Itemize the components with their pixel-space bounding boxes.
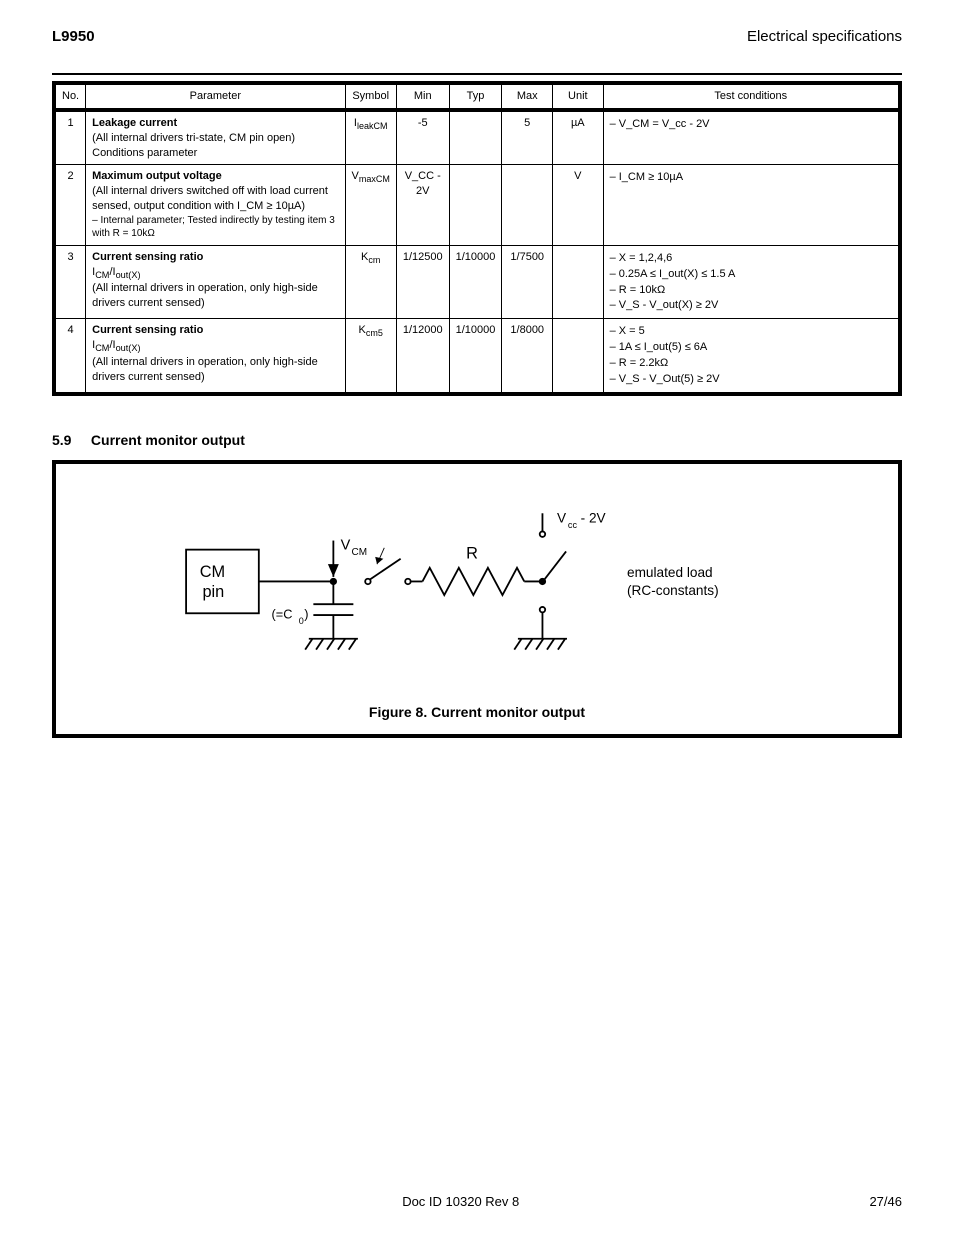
cell-parameter: Current sensing ratioICM/Iout(X)(All int… xyxy=(86,319,345,394)
page-footer: Doc ID 10320 Rev 8 27/46 xyxy=(52,1194,902,1209)
th-symbol: Symbol xyxy=(345,83,396,110)
doc-code: L9950 xyxy=(52,28,95,45)
cell-no: 2 xyxy=(54,165,86,246)
svg-text:0: 0 xyxy=(299,616,304,626)
cell-max: 1/8000 xyxy=(502,319,553,394)
header-right: Electrical specifications xyxy=(747,28,902,45)
cell-symbol: VmaxCM xyxy=(345,165,396,246)
cell-parameter: Leakage current(All internal drivers tri… xyxy=(86,110,345,165)
cell-unit: V xyxy=(553,165,603,246)
section-title: Current monitor output xyxy=(91,432,245,448)
svg-text:- 2V: - 2V xyxy=(581,510,607,525)
cell-typ xyxy=(449,110,502,165)
cell-symbol: IleakCM xyxy=(345,110,396,165)
svg-text:V: V xyxy=(557,510,567,525)
cell-symbol: Kcm xyxy=(345,245,396,318)
cell-min: 1/12500 xyxy=(396,245,449,318)
cell-min: V_CC - 2V xyxy=(396,165,449,246)
circuit-diagram: CM pin V CM (=C 0 ) xyxy=(97,486,857,686)
svg-text:emulated load: emulated load xyxy=(627,565,713,580)
th-min: Min xyxy=(396,83,449,110)
table-header-row: No. Parameter Symbol Min Typ Max Unit Te… xyxy=(54,83,900,110)
figure-box: CM pin V CM (=C 0 ) xyxy=(52,460,902,738)
cell-max xyxy=(502,165,553,246)
svg-text:cc: cc xyxy=(568,519,578,529)
header-rule xyxy=(52,73,902,75)
table-row: 3Current sensing ratioICM/Iout(X)(All in… xyxy=(54,245,900,318)
svg-text:R: R xyxy=(466,544,478,562)
svg-text:(=C: (=C xyxy=(272,606,293,621)
cell-typ: 1/10000 xyxy=(449,245,502,318)
th-conditions: Test conditions xyxy=(603,83,900,110)
svg-text:V: V xyxy=(341,537,351,553)
svg-text:): ) xyxy=(304,606,308,621)
cell-unit xyxy=(553,319,603,394)
cell-max: 1/7500 xyxy=(502,245,553,318)
table-row: 4Current sensing ratioICM/Iout(X)(All in… xyxy=(54,319,900,394)
th-max: Max xyxy=(502,83,553,110)
cell-max: 5 xyxy=(502,110,553,165)
cell-no: 1 xyxy=(54,110,86,165)
spec-table: No. Parameter Symbol Min Typ Max Unit Te… xyxy=(52,81,902,396)
cell-unit xyxy=(553,245,603,318)
cell-no: 4 xyxy=(54,319,86,394)
section-number: 5.9 xyxy=(52,432,71,448)
svg-text:(RC-constants): (RC-constants) xyxy=(627,583,719,598)
cell-min: 1/12000 xyxy=(396,319,449,394)
cell-conditions: – V_CM = V_cc - 2V xyxy=(603,110,900,165)
table-row: 1Leakage current(All internal drivers tr… xyxy=(54,110,900,165)
th-no: No. xyxy=(54,83,86,110)
cell-conditions: – X = 5– 1A ≤ I_out(5) ≤ 6A– R = 2.2kΩ– … xyxy=(603,319,900,394)
cell-no: 3 xyxy=(54,245,86,318)
th-parameter: Parameter xyxy=(86,83,345,110)
cell-conditions: – I_CM ≥ 10µA xyxy=(603,165,900,246)
table-row: 2Maximum output voltage(All internal dri… xyxy=(54,165,900,246)
th-typ: Typ xyxy=(449,83,502,110)
cell-symbol: Kcm5 xyxy=(345,319,396,394)
svg-text:CM: CM xyxy=(352,547,368,558)
th-unit: Unit xyxy=(553,83,603,110)
cell-typ xyxy=(449,165,502,246)
cell-unit: µA xyxy=(553,110,603,165)
svg-text:pin: pin xyxy=(202,583,224,601)
svg-text:CM: CM xyxy=(200,563,225,581)
cell-parameter: Maximum output voltage(All internal driv… xyxy=(86,165,345,246)
cell-min: -5 xyxy=(396,110,449,165)
footer-page: 27/46 xyxy=(869,1194,902,1209)
cell-typ: 1/10000 xyxy=(449,319,502,394)
figure-caption: Figure 8. Current monitor output xyxy=(82,704,872,720)
cell-conditions: – X = 1,2,4,6– 0.25A ≤ I_out(X) ≤ 1.5 A–… xyxy=(603,245,900,318)
cell-parameter: Current sensing ratioICM/Iout(X)(All int… xyxy=(86,245,345,318)
footer-left: Doc ID 10320 Rev 8 xyxy=(402,1194,519,1209)
